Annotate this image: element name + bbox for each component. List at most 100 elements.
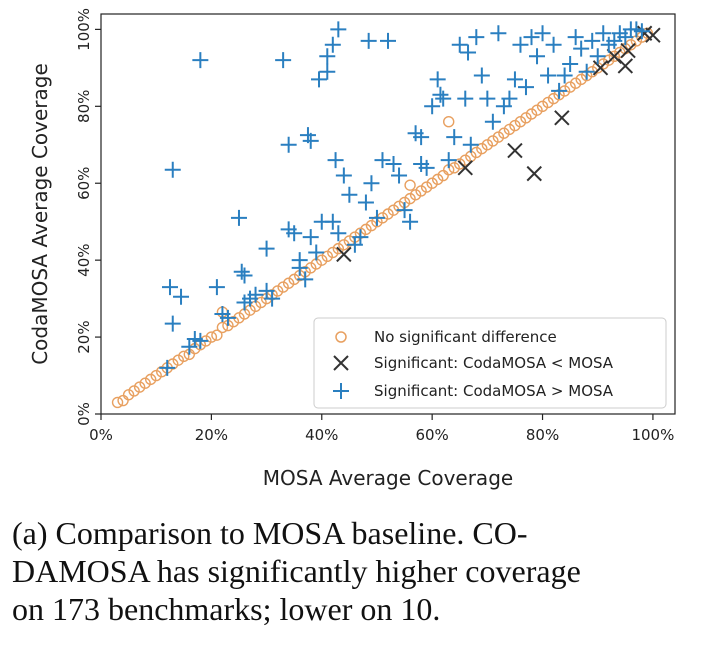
point-higher [573,40,590,57]
point-higher [159,359,176,376]
legend-marker-no-difference [335,331,347,343]
legend-box [313,317,667,409]
point-higher [319,63,336,80]
point-higher [264,290,281,307]
point-higher [633,23,650,40]
point-higher [233,263,250,280]
point-no-difference [404,179,416,191]
point-lower [526,165,542,182]
x-tick-label: 20% [195,426,228,444]
point-lower [620,42,636,59]
point-higher [192,332,209,349]
point-higher [311,71,328,88]
point-higher [396,202,413,219]
legend-marker-lower [333,355,349,371]
point-higher [173,288,190,305]
point-higher [595,25,612,42]
point-higher [418,159,435,176]
point-no-difference [211,329,223,341]
point-higher [360,32,377,49]
point-higher [324,36,341,53]
point-higher [280,136,297,153]
point-higher [490,25,507,42]
point-higher [460,44,477,61]
point-higher [484,113,501,130]
x-axis-ticks: 0% 20% 40% 60% 80% 100% [89,414,674,444]
point-higher [562,56,579,72]
y-tick-label: 40% [75,243,93,276]
point-no-difference [178,350,190,363]
point-higher [567,29,584,46]
y-tick-label: 100% [75,8,93,51]
point-higher [319,48,336,65]
x-tick-label: 100% [631,426,674,444]
point-higher [468,29,485,46]
point-lower [336,246,352,263]
point-higher [291,259,308,276]
point-higher [330,21,347,38]
point-higher [517,79,534,96]
caption-line-2: DAMOSA has significantly higher coverage [12,553,581,589]
point-higher [424,98,441,115]
point-higher [308,244,325,261]
point-no-difference [205,331,218,343]
point-lower [554,110,570,126]
point-higher [192,52,209,69]
point-higher [578,63,595,80]
point-higher [501,90,518,107]
y-axis-label: CodaMOSA Average Coverage [28,63,52,365]
point-lower [457,160,473,176]
point-higher [327,152,344,169]
point-higher [352,229,369,246]
point-higher [236,267,253,284]
point-higher [297,271,314,288]
point-higher [534,25,551,42]
legend-marker-higher [333,383,349,399]
y-tick-label: 60% [75,167,93,200]
point-higher [432,86,449,103]
point-higher [335,167,352,184]
point-higher [380,32,396,49]
point-higher [529,48,546,65]
point-higher [540,67,557,84]
x-tick-label: 0% [89,426,113,444]
point-higher [446,129,463,146]
point-higher [413,129,430,146]
point-higher [435,90,452,107]
x-tick-label: 40% [305,426,338,444]
point-higher [451,36,468,53]
series-2 [159,21,650,376]
y-tick-label: 0% [75,402,93,426]
point-higher [551,82,568,99]
point-lower [617,58,634,74]
point-higher [230,209,247,226]
point-no-difference [216,321,229,334]
x-tick-label: 80% [526,426,559,444]
x-tick-label: 60% [415,426,448,444]
plot-frame [100,13,676,415]
scatter-chart: 0% 20% 40% 60% 80% 100% 0% 20% 40% 60% 80% 100% MO… [28,8,676,490]
point-higher [302,132,319,149]
point-higher [391,167,408,184]
point-higher [457,90,474,107]
series-1 [336,25,661,263]
point-higher [589,48,606,65]
y-tick-label: 20% [75,320,93,353]
point-higher [374,152,391,169]
point-no-difference [443,115,455,128]
point-higher [324,213,341,230]
point-higher [363,175,380,192]
point-higher [512,36,529,53]
point-no-difference [111,396,124,409]
point-lower [507,142,523,159]
point-lower [592,60,609,76]
point-higher [275,52,292,69]
caption-line-3: on 173 benchmarks; lower on 10. [12,591,441,627]
point-higher [286,225,303,242]
y-axis-ticks: 0% 20% 40% 60% 80% 100% [75,8,101,426]
point-higher [247,286,264,303]
point-higher [479,90,496,107]
legend-label-lower: Significant: CodaMOSA < MOSA [374,354,614,372]
point-higher [161,279,178,296]
point-higher [164,161,181,178]
